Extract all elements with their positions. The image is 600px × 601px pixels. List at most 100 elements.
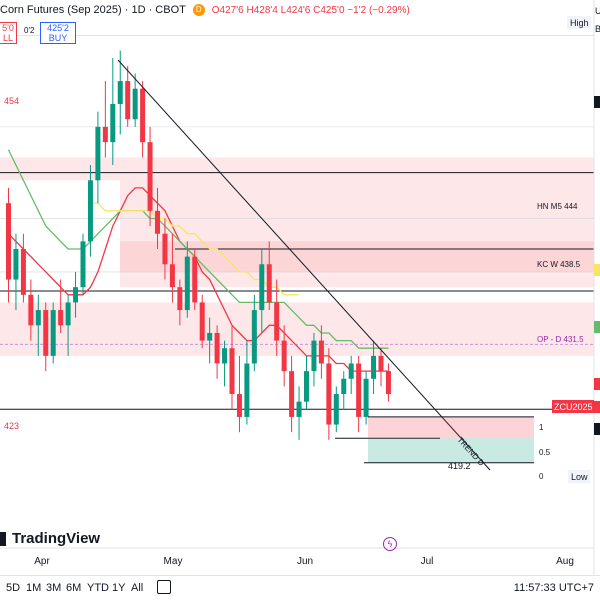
candle: [192, 249, 198, 311]
candle-body: [132, 88, 138, 120]
candle-body: [207, 332, 213, 341]
candle: [304, 355, 309, 410]
candle-body: [80, 241, 86, 288]
chart-header: Corn Futures (Sep 2025) · 1D · CBOT D O4…: [0, 4, 410, 17]
drawing-tools: [117, 59, 534, 471]
sell-button[interactable]: 5'0 LL: [0, 22, 17, 44]
supply-zone: [120, 241, 594, 272]
candle-body: [274, 302, 280, 341]
candle-body: [341, 378, 347, 395]
candle: [289, 355, 295, 433]
supply-zone: [120, 180, 594, 288]
candle: [20, 233, 26, 303]
time-label-jun: Jun: [297, 556, 313, 567]
candle: [236, 355, 242, 433]
candle-body: [199, 302, 205, 341]
candle-body: [169, 264, 175, 288]
time-label-aug: Aug: [556, 556, 574, 567]
trend-line: [117, 59, 491, 471]
timeframe-3m[interactable]: 3M: [46, 582, 62, 594]
candle: [244, 340, 250, 425]
price-axis-letter-u: U: [595, 6, 600, 16]
candle-body: [162, 233, 168, 265]
position-target-zone: [368, 438, 534, 463]
candle: [87, 165, 93, 257]
supply-zone: [0, 157, 594, 181]
level-label-423: 423: [4, 421, 19, 431]
candle-body: [244, 363, 250, 417]
timeframe-6m[interactable]: 6M: [66, 582, 82, 594]
candle: [318, 325, 324, 379]
candle-body: [147, 142, 153, 211]
candle: [132, 73, 138, 127]
candle-body: [289, 371, 295, 417]
candle: [95, 111, 101, 204]
candle-body: [214, 332, 220, 364]
symbol-title[interactable]: Corn Futures (Sep 2025) · 1D · CBOT: [0, 4, 186, 16]
axis-flag-6: [594, 423, 600, 435]
candle-body: [117, 81, 123, 104]
candle: [229, 325, 235, 410]
candle-body: [296, 401, 302, 417]
level-label-454: 454: [4, 96, 19, 106]
supply-zone: [0, 302, 594, 356]
candle: [162, 218, 168, 280]
candle: [378, 348, 384, 387]
candle-body: [184, 256, 190, 311]
candle-body: [363, 378, 369, 417]
sell-label: LL: [2, 33, 13, 43]
buy-button[interactable]: 425'2 BUY: [40, 22, 76, 44]
fib-label-05: 0.5: [539, 448, 551, 457]
candle: [207, 317, 213, 364]
candle: [363, 371, 369, 425]
candle: [125, 65, 131, 127]
time-label-jul: Jul: [421, 556, 434, 567]
high-tag: High: [570, 18, 589, 28]
candle: [333, 386, 339, 433]
tradingview-logo: TradingView: [0, 530, 100, 547]
sell-price: 5'0: [2, 23, 14, 33]
candle-body: [35, 310, 41, 326]
lightning-icon[interactable]: ϟ: [383, 537, 397, 551]
candle: [13, 233, 19, 311]
logo-text: TradingView: [12, 530, 101, 547]
candle: [73, 271, 79, 318]
candle: [326, 348, 332, 440]
moving-average-line: [8, 187, 389, 372]
candle-body: [371, 355, 377, 379]
candle-body: [348, 363, 354, 379]
candle: [385, 363, 391, 402]
candle-body: [251, 310, 257, 364]
calendar-icon[interactable]: [157, 580, 171, 594]
tradingview-mark-icon: [0, 532, 6, 547]
timeframe-ytd[interactable]: YTD: [87, 582, 109, 594]
buy-label: BUY: [48, 33, 68, 43]
candle: [65, 294, 71, 356]
timeframe-all[interactable]: All: [131, 582, 144, 594]
candle-body: [87, 180, 93, 242]
timeframe-1m[interactable]: 1M: [26, 582, 42, 594]
candle-body: [236, 394, 242, 417]
timeframe-5d[interactable]: 5D: [6, 582, 21, 594]
candle: [214, 325, 220, 379]
candle: [110, 58, 116, 166]
candle-body: [311, 340, 317, 372]
candle: [35, 294, 41, 356]
zones-layer: [0, 157, 594, 356]
axis-flag-1: [594, 96, 600, 108]
fib-label-0: 0: [539, 472, 544, 481]
candle: [341, 371, 347, 410]
candle: [274, 279, 280, 356]
candle: [311, 332, 317, 387]
candle-body: [58, 310, 64, 326]
candle: [371, 340, 377, 395]
candle-body: [192, 256, 198, 303]
time-label-apr: Apr: [34, 556, 50, 567]
axis-flag-2: [594, 264, 600, 276]
timeframe-1y[interactable]: 1Y: [112, 582, 126, 594]
delayed-badge-icon: D: [192, 4, 205, 17]
axis-flag-5: [594, 401, 600, 413]
candle: [102, 81, 108, 158]
candle-body: [155, 210, 160, 234]
